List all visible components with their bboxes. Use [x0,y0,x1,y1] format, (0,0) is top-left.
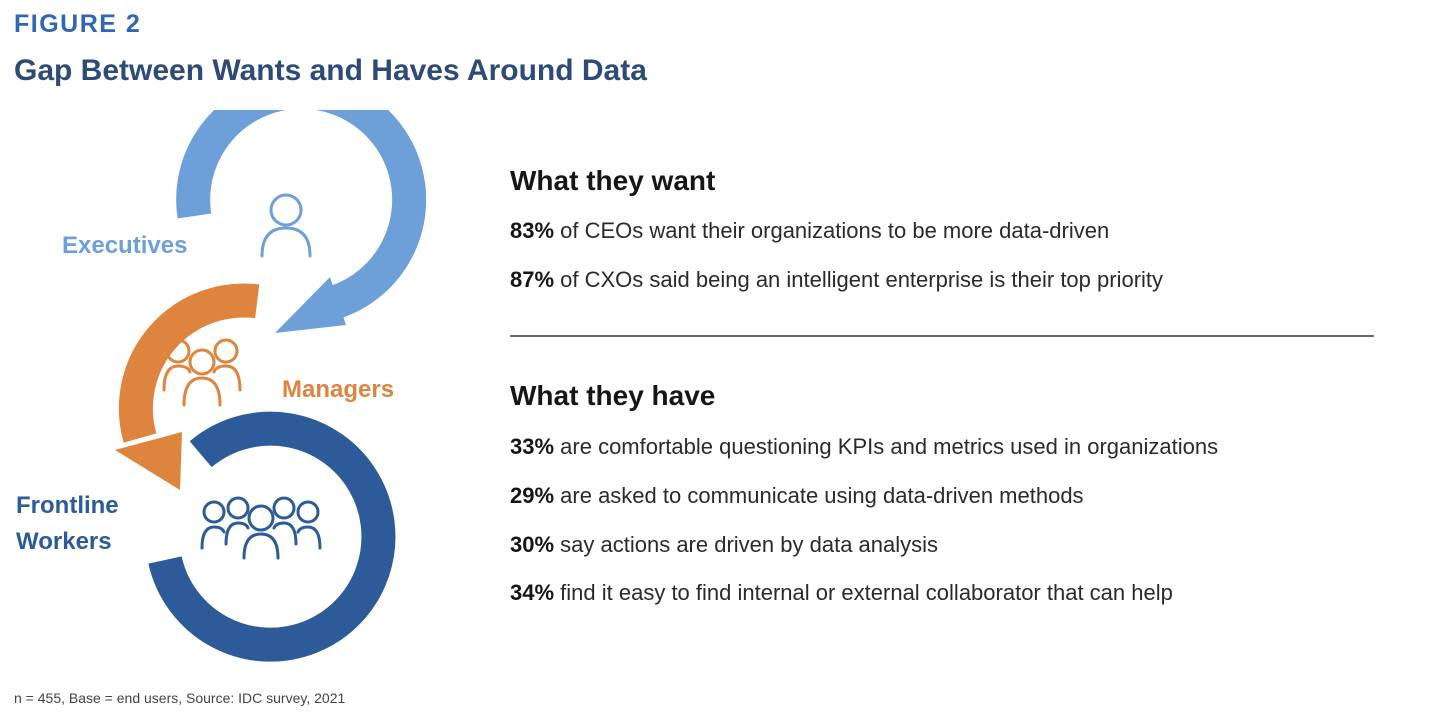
hierarchy-diagram: Executives Managers Frontline Workers [0,110,460,670]
managers-arrowhead [115,432,182,490]
source-note: n = 455, Base = end users, Source: IDC s… [14,690,346,706]
want-stat: 87% of CXOs said being an intelligent en… [510,267,1163,293]
hierarchy-rings [115,110,427,662]
stat-percent: 83% [510,218,555,243]
stat-text: of CXOs said being an intelligent enterp… [554,267,1164,292]
section-divider [510,335,1374,337]
stat-text: are comfortable questioning KPIs and met… [554,434,1219,459]
have-heading: What they have [510,380,716,411]
stat-percent: 30% [510,532,555,557]
have-stat: 30% say actions are driven by data analy… [510,532,938,558]
want-stat: 83% of CEOs want their organizations to … [510,218,1109,244]
stat-percent: 29% [510,483,555,508]
figure-label: FIGURE 2 [14,10,142,38]
stat-text: say actions are driven by data analysis [554,532,939,557]
stat-percent: 33% [510,434,555,459]
have-stat: 33% are comfortable questioning KPIs and… [510,434,1218,460]
person-icon [260,193,312,258]
group-icon [162,338,242,407]
stat-text: are asked to communicate using data-driv… [554,483,1084,508]
executives-arrowhead [275,277,346,333]
want-heading: What they want [510,165,716,196]
managers-arc [118,283,260,443]
have-stat: 34% find it easy to find internal or ext… [510,580,1173,606]
managers-label: Managers [282,376,395,403]
stat-text: find it easy to find internal or externa… [554,580,1173,605]
frontline-workers-label: Frontline Workers [16,492,119,555]
executives-label: Executives [62,232,188,259]
executives-arc [176,110,427,319]
stat-text: of CEOs want their organizations to be m… [554,218,1110,243]
stat-percent: 87% [510,267,555,292]
figure-title: Gap Between Wants and Haves Around Data [14,54,647,87]
stat-percent: 34% [510,580,555,605]
frontline-ring [148,411,396,662]
crowd-icon [200,496,322,560]
have-stat: 29% are asked to communicate using data-… [510,483,1084,509]
